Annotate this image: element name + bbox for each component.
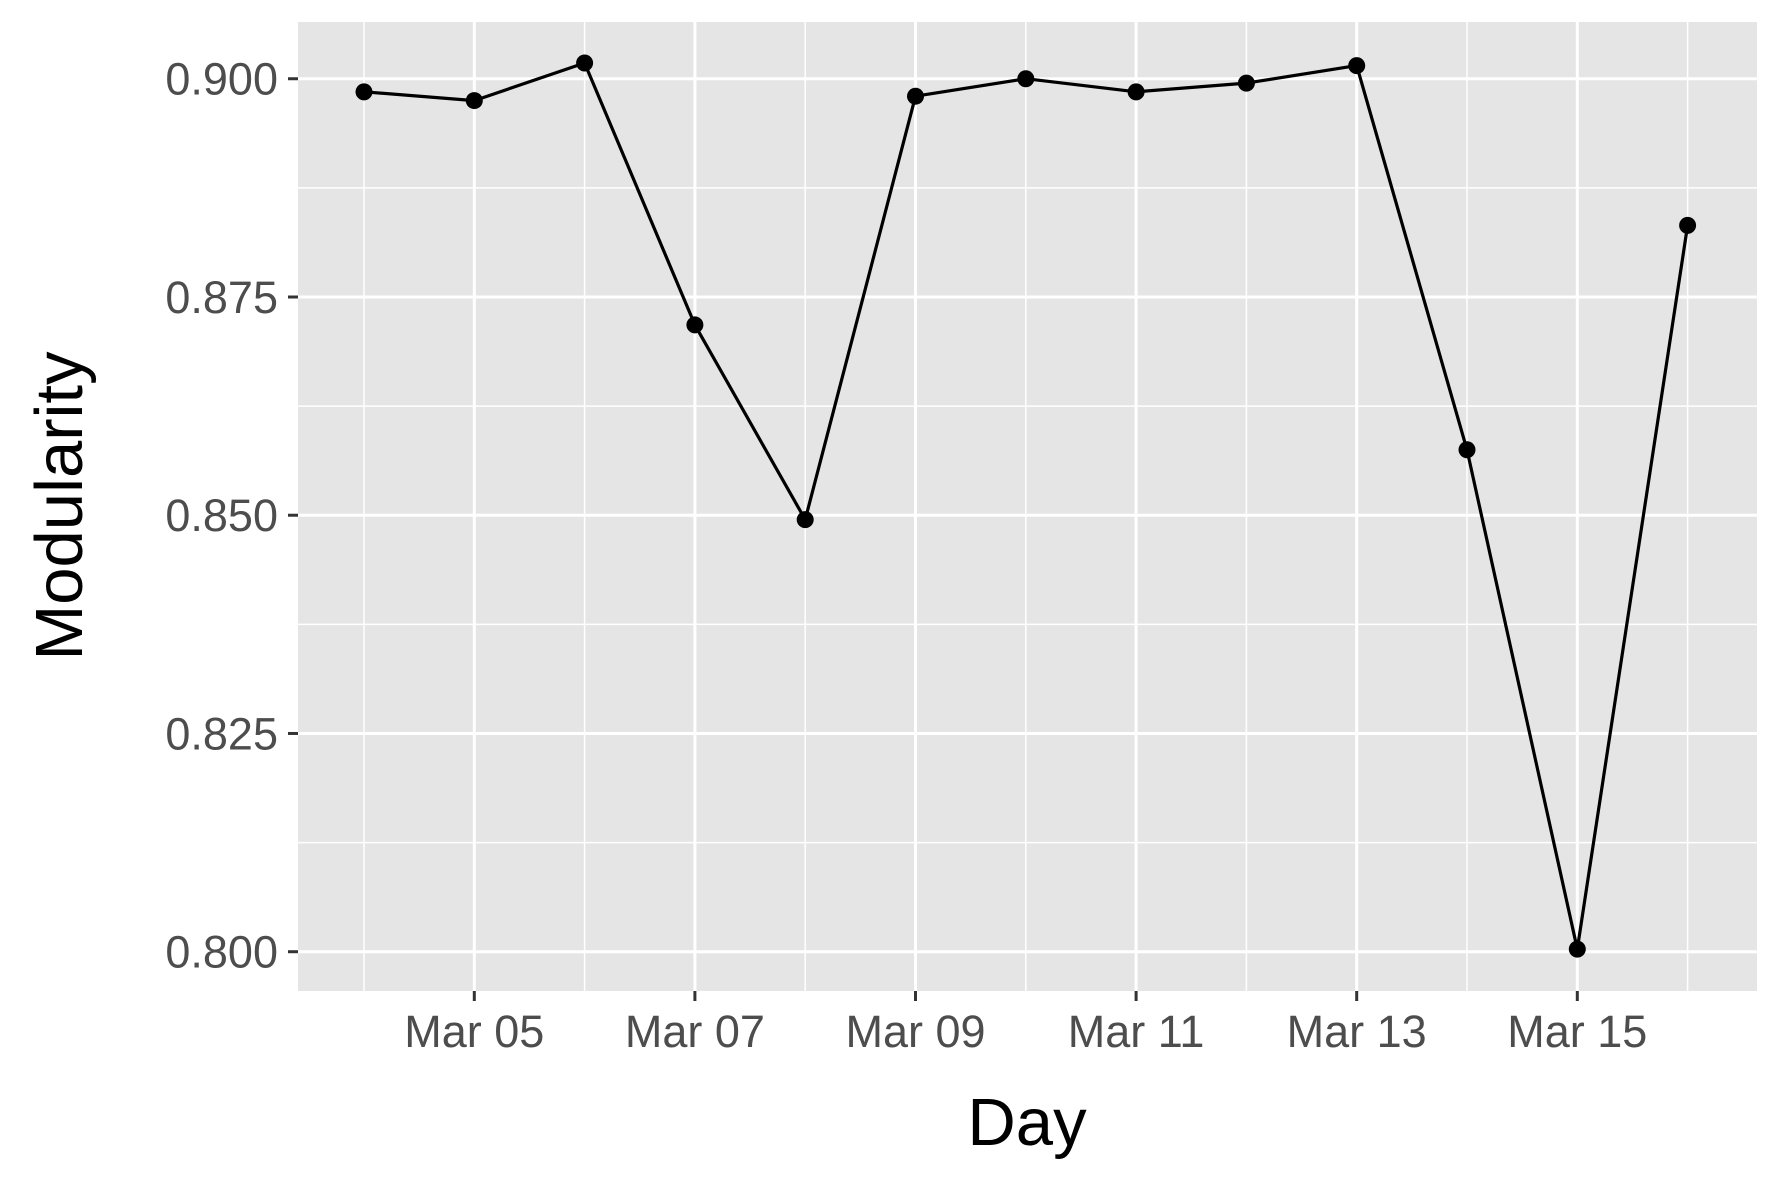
panel-background: [298, 22, 1757, 991]
minor-gridlines: [298, 22, 1757, 991]
data-point: [1458, 441, 1476, 459]
x-tick-label: Mar 13: [1287, 1006, 1427, 1057]
series-modularity: [355, 54, 1697, 958]
data-point: [576, 54, 594, 72]
x-tick-label: Mar 05: [404, 1006, 544, 1057]
data-point: [1348, 57, 1366, 75]
y-axis: 0.800 0.825 0.850 0.875 0.900: [165, 54, 298, 978]
major-gridlines: [298, 22, 1757, 991]
data-point: [355, 83, 373, 101]
data-point: [1568, 940, 1586, 958]
data-point: [465, 92, 483, 110]
y-tick-label: 0.800: [165, 927, 278, 978]
data-point: [686, 316, 704, 334]
x-tick-label: Mar 09: [845, 1006, 985, 1057]
x-axis: Mar 05 Mar 07 Mar 09 Mar 11 Mar 13 Mar 15: [404, 991, 1647, 1057]
y-tick-label: 0.825: [165, 708, 278, 759]
y-tick-label: 0.900: [165, 54, 278, 105]
x-axis-title: Day: [967, 1085, 1087, 1160]
y-axis-title: Modularity: [22, 351, 97, 661]
data-point: [796, 511, 814, 529]
x-tick-label: Mar 07: [625, 1006, 765, 1057]
x-tick-label: Mar 15: [1507, 1006, 1647, 1057]
y-tick-label: 0.875: [165, 272, 278, 323]
data-point: [1127, 83, 1145, 101]
x-tick-label: Mar 11: [1068, 1006, 1205, 1057]
data-point: [1237, 74, 1255, 92]
data-point: [907, 87, 924, 105]
data-point: [1679, 216, 1697, 234]
y-tick-label: 0.850: [165, 490, 278, 541]
data-point: [1017, 70, 1035, 88]
